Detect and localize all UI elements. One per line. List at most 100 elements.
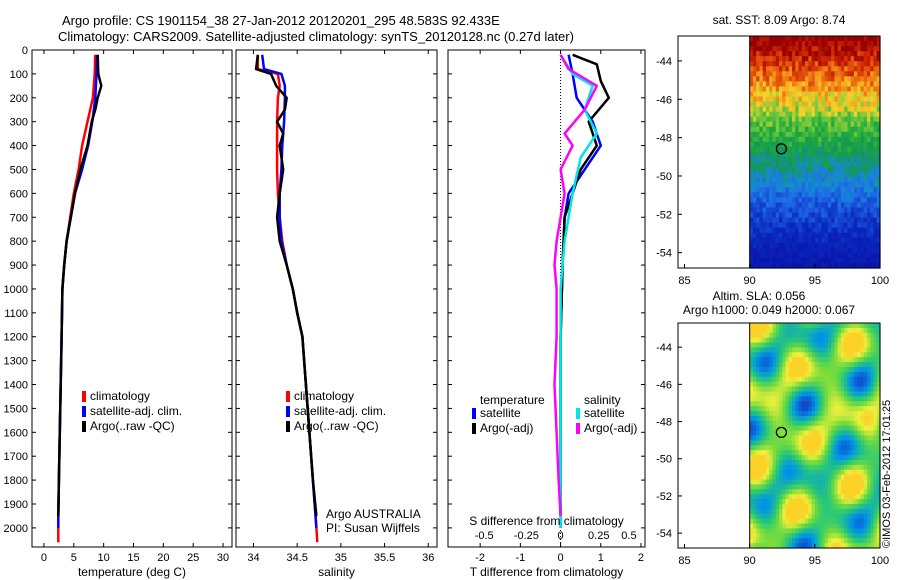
- y-tick-label: 1700: [4, 451, 28, 463]
- y-tick-label: 1400: [4, 380, 28, 392]
- map-y-tick-label: -46: [656, 94, 672, 106]
- map-y-tick-label: -48: [656, 133, 672, 145]
- x-tick-label: -2: [475, 552, 485, 564]
- legend-label: satellite: [584, 406, 625, 420]
- top-tick-label: 0.5: [621, 530, 636, 542]
- legend-label: satellite: [480, 406, 521, 420]
- y-tick-label: 1800: [4, 475, 28, 487]
- float-marker: [775, 426, 788, 439]
- x-tick-label: 34: [247, 552, 259, 564]
- x-axis-label: T difference from climatology: [470, 565, 624, 579]
- map-x-tick-label: 100: [871, 275, 889, 287]
- map-cells: [749, 36, 881, 269]
- legend-swatch: [472, 423, 476, 434]
- map-x-tick-label: 90: [744, 275, 756, 287]
- y-tick-label: 1100: [4, 308, 28, 320]
- map-y-tick-label: -48: [656, 417, 672, 429]
- x-tick-label: 1: [598, 552, 604, 564]
- map-frame: [677, 322, 881, 549]
- x-tick-label: 0: [41, 552, 47, 564]
- panel-temperature: 0100200300400500600700800900100011001200…: [4, 45, 233, 579]
- x-tick-label: 25: [187, 552, 199, 564]
- legend-label: Argo(-adj): [584, 421, 637, 435]
- y-tick-label: 100: [10, 69, 28, 81]
- imos-stamp: ©IMOS 03-Feb-2012 17:01:25: [881, 399, 893, 548]
- top-axis-label: S difference from climatology: [469, 514, 624, 528]
- map-cells: [749, 323, 881, 549]
- map-y-tick-label: -50: [656, 454, 672, 466]
- x-tick-label: 35.5: [374, 552, 395, 564]
- y-tick-label: 600: [10, 188, 28, 200]
- series-argo-raw-qc-: [57, 54, 103, 516]
- figure-title-line2: Climatology: CARS2009. Satellite-adjuste…: [58, 29, 574, 44]
- panel-salinity: 34 34.5 35 35.5 36 salinity climatologysatelli…: [235, 49, 438, 579]
- series-satellite-adj-clim-: [260, 54, 318, 528]
- x-tick-label: -1: [515, 552, 525, 564]
- x-tick-label: 36: [422, 552, 434, 564]
- map-y-tick-label: -44: [656, 56, 672, 68]
- map-frame: [677, 35, 881, 269]
- map-x-tick-label: 85: [678, 555, 690, 567]
- panel-difference: -2 -1 0 1 2 T difference from climatology temp…: [447, 49, 646, 579]
- maps-layer: -44 -46 -48 -50 -52 -54 85 90 95 100 sat. SST: 8.0…: [656, 13, 889, 567]
- x-axis-label: temperature (deg C): [78, 565, 186, 579]
- legend-swatch: [286, 391, 290, 402]
- map-title: sat. SST: 8.09 Argo: 8.74: [713, 13, 846, 27]
- legend-label: satellite-adj. clim.: [294, 404, 386, 418]
- y-tick-label: 500: [10, 164, 28, 176]
- map-y-tick-label: -52: [656, 209, 672, 221]
- legend-label: climatology: [294, 389, 354, 403]
- legend-label: Argo(-adj): [480, 421, 533, 435]
- legend-heading-temperature: temperature: [480, 393, 545, 407]
- y-tick-label: 0: [22, 45, 28, 57]
- legend-swatch: [82, 391, 86, 402]
- x-tick-label: 30: [217, 552, 229, 564]
- legend-swatch: [286, 406, 290, 417]
- map-x-tick-label: 95: [809, 555, 821, 567]
- map-title-line1: Altim. SLA: 0.056: [713, 289, 806, 303]
- legend-swatch: [576, 408, 580, 419]
- series-salinity-satellite: [559, 54, 599, 528]
- legend-heading-salinity: salinity: [584, 393, 621, 407]
- x-tick-label: 20: [157, 552, 169, 564]
- x-axis-label: salinity: [318, 565, 355, 579]
- y-tick-label: 1300: [4, 356, 28, 368]
- legend-swatch: [82, 421, 86, 432]
- legend-label: Argo(..raw -QC): [294, 419, 379, 433]
- panel-sst-map: -44 -46 -48 -50 -52 -54 85 90 95 100 sat. SST: 8.0…: [656, 13, 889, 287]
- legend-label: Argo(..raw -QC): [90, 419, 175, 433]
- map-y-tick-label: -44: [656, 342, 672, 354]
- legend-swatch: [82, 406, 86, 417]
- legend-swatch: [472, 408, 476, 419]
- legend-swatch: [576, 423, 580, 434]
- series-argo-raw-qc-: [254, 54, 318, 517]
- map-y-tick-label: -52: [656, 491, 672, 503]
- top-tick-label: -0.25: [514, 530, 539, 542]
- y-tick-label: 700: [10, 212, 28, 224]
- y-tick-label: 2000: [4, 523, 28, 535]
- series-temperature-satellite: [559, 54, 603, 528]
- top-tick-label: -0.5: [475, 530, 494, 542]
- y-tick-label: 1600: [4, 427, 28, 439]
- x-tick-label: 35: [335, 552, 347, 564]
- map-x-tick-label: 85: [678, 275, 690, 287]
- x-tick-label: 0: [558, 552, 564, 564]
- series-climatology: [256, 54, 319, 543]
- float-marker: [775, 143, 788, 155]
- y-tick-label: 200: [10, 93, 28, 105]
- annotation-argo: Argo AUSTRALIA: [326, 507, 421, 521]
- x-tick-label: 15: [127, 552, 139, 564]
- figure-title-line1: Argo profile: CS 1901154_38 27-Jan-2012 …: [62, 13, 500, 28]
- top-tick-label: 0: [558, 530, 564, 542]
- top-tick-label: 0.25: [588, 530, 609, 542]
- legend-label: satellite-adj. clim.: [90, 404, 182, 418]
- map-y-tick-label: -46: [656, 379, 672, 391]
- panel-frame: [31, 49, 233, 548]
- y-tick-label: 1000: [4, 284, 28, 296]
- map-y-tick-label: -54: [656, 528, 672, 540]
- series-salinity-argo-adj-: [553, 54, 599, 516]
- map-x-tick-label: 95: [809, 275, 821, 287]
- y-tick-label: 1500: [4, 403, 28, 415]
- y-tick-label: 1900: [4, 499, 28, 511]
